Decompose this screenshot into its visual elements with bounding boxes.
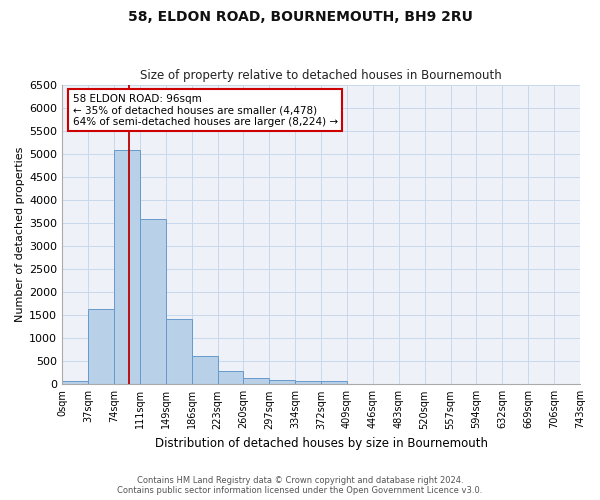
Text: 58 ELDON ROAD: 96sqm
← 35% of detached houses are smaller (4,478)
64% of semi-de: 58 ELDON ROAD: 96sqm ← 35% of detached h… [73, 94, 338, 126]
Bar [295, 382, 321, 384]
X-axis label: Distribution of detached houses by size in Bournemouth: Distribution of detached houses by size … [155, 437, 488, 450]
Bar [269, 380, 295, 384]
Bar [166, 320, 191, 384]
Bar [62, 381, 88, 384]
Text: Contains HM Land Registry data © Crown copyright and database right 2024.
Contai: Contains HM Land Registry data © Crown c… [118, 476, 482, 495]
Bar [218, 370, 244, 384]
Bar [191, 356, 218, 384]
Y-axis label: Number of detached properties: Number of detached properties [15, 146, 25, 322]
Bar [88, 309, 114, 384]
Bar [114, 150, 140, 384]
Bar [140, 219, 166, 384]
Text: 58, ELDON ROAD, BOURNEMOUTH, BH9 2RU: 58, ELDON ROAD, BOURNEMOUTH, BH9 2RU [128, 10, 472, 24]
Bar [321, 382, 347, 384]
Title: Size of property relative to detached houses in Bournemouth: Size of property relative to detached ho… [140, 69, 502, 82]
Bar [244, 378, 269, 384]
